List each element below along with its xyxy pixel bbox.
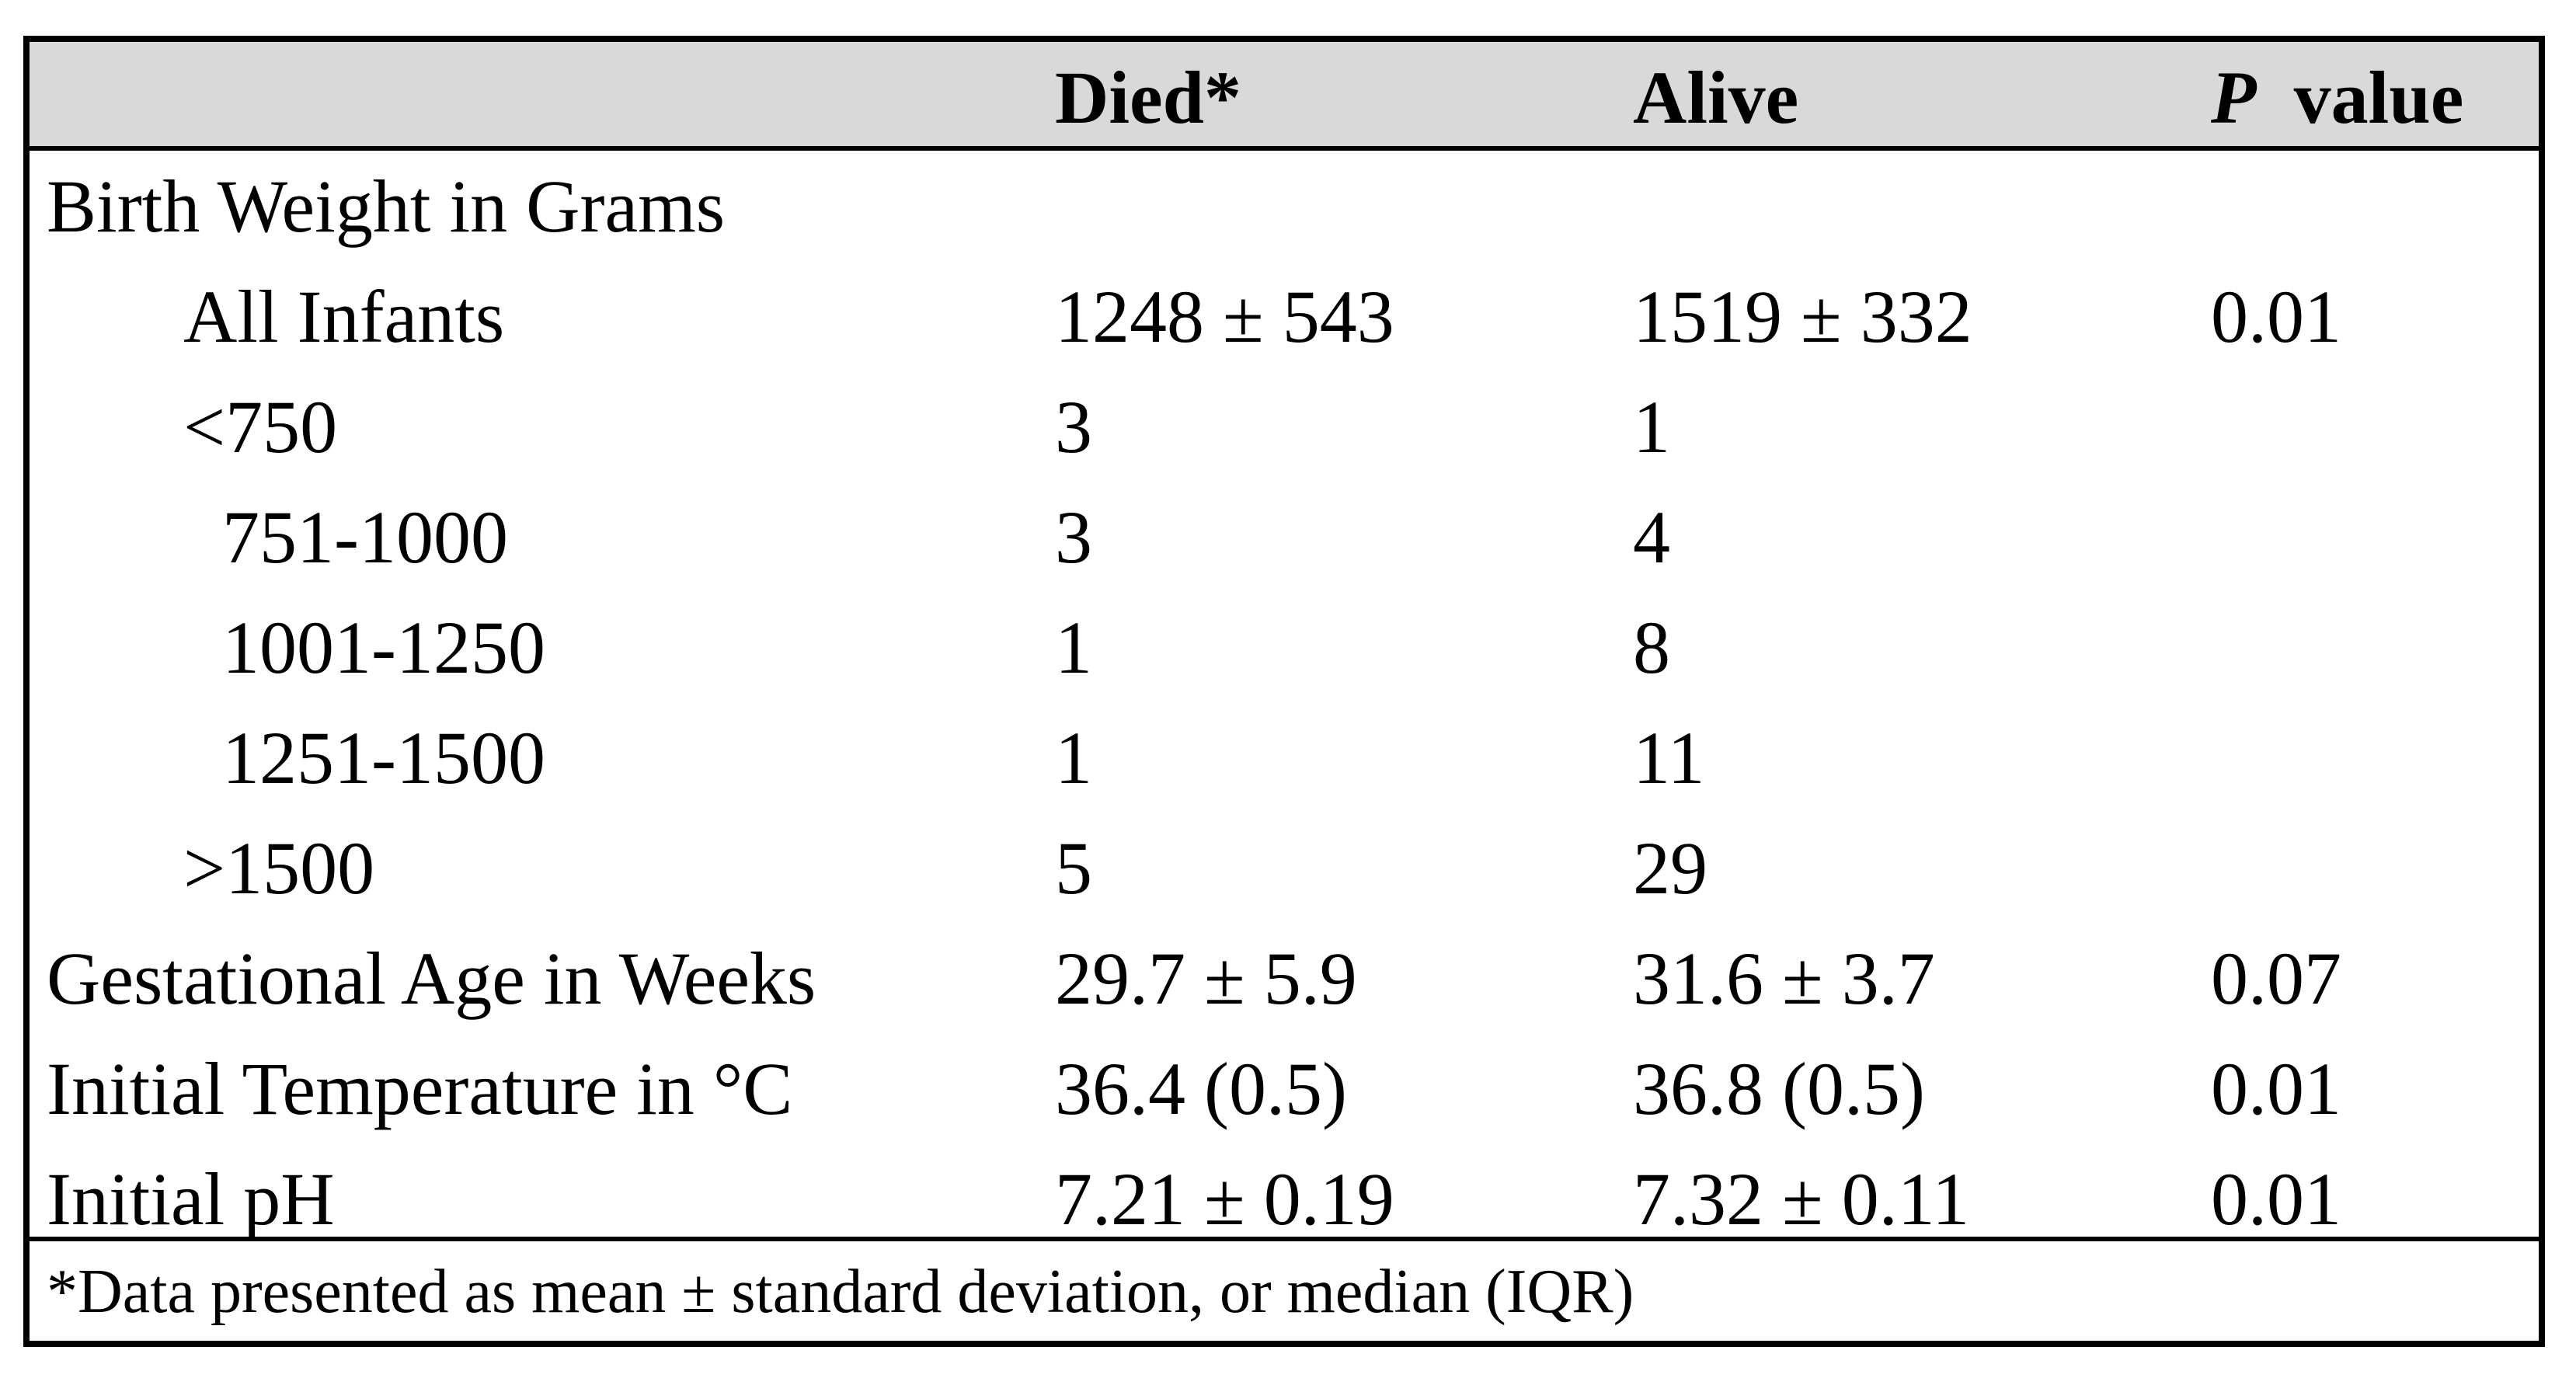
table-row: Gestational Age in Weeks 29.7 ± 5.9 31.6… bbox=[30, 923, 2539, 1033]
table-row: <750 3 1 bbox=[30, 371, 2539, 482]
row-alive-value: 4 bbox=[1633, 496, 1670, 579]
data-table: Died* Alive P value Birth Weight in Gram… bbox=[23, 36, 2545, 1347]
table-row: 751-1000 3 4 bbox=[30, 482, 2539, 592]
row-alive-value: 11 bbox=[1633, 716, 1705, 799]
row-p-value: 0.01 bbox=[2211, 275, 2341, 358]
row-died-value: 29.7 ± 5.9 bbox=[1055, 937, 1357, 1020]
row-label: Birth Weight in Grams bbox=[47, 165, 726, 248]
table-row: Initial Temperature in °C 36.4 (0.5) 36.… bbox=[30, 1033, 2539, 1143]
row-label: <750 bbox=[183, 385, 338, 468]
header-died: Died* bbox=[1055, 56, 1241, 139]
row-label: >1500 bbox=[183, 826, 375, 910]
row-alive-value: 29 bbox=[1633, 826, 1707, 910]
row-p-value: 0.01 bbox=[2211, 1157, 2341, 1241]
row-label: 1251-1500 bbox=[222, 716, 545, 799]
table-row: Birth Weight in Grams bbox=[30, 151, 2539, 261]
row-died-value: 1248 ± 543 bbox=[1055, 275, 1394, 358]
row-alive-value: 36.8 (0.5) bbox=[1633, 1047, 1925, 1130]
row-died-value: 3 bbox=[1055, 385, 1092, 468]
row-label: Gestational Age in Weeks bbox=[47, 937, 816, 1020]
header-p-value: P value bbox=[2211, 59, 2463, 137]
table-row: 1251-1500 1 11 bbox=[30, 702, 2539, 813]
row-label: 751-1000 bbox=[222, 496, 508, 579]
row-died-value: 3 bbox=[1055, 496, 1092, 579]
row-died-value: 36.4 (0.5) bbox=[1055, 1047, 1347, 1130]
row-alive-value: 7.32 ± 0.11 bbox=[1633, 1157, 1970, 1241]
row-alive-value: 8 bbox=[1633, 606, 1670, 689]
row-label: Initial Temperature in °C bbox=[47, 1047, 793, 1130]
row-label: 1001-1250 bbox=[222, 606, 545, 689]
header-alive: Alive bbox=[1633, 56, 1799, 139]
header-p-symbol: P bbox=[2211, 56, 2257, 139]
row-label: All Infants bbox=[183, 275, 505, 358]
table-row: 1001-1250 1 8 bbox=[30, 592, 2539, 702]
row-alive-value: 1 bbox=[1633, 385, 1670, 468]
row-alive-value: 1519 ± 332 bbox=[1633, 275, 1972, 358]
header-p-value-word: value bbox=[2293, 56, 2464, 139]
table-footnote: *Data presented as mean ± standard devia… bbox=[47, 1258, 1634, 1326]
row-died-value: 7.21 ± 0.19 bbox=[1055, 1157, 1394, 1241]
row-p-value: 0.07 bbox=[2211, 937, 2341, 1020]
row-label: Initial pH bbox=[47, 1157, 335, 1241]
row-died-value: 1 bbox=[1055, 716, 1092, 799]
row-alive-value: 31.6 ± 3.7 bbox=[1633, 937, 1935, 1020]
table-footnote-row: *Data presented as mean ± standard devia… bbox=[30, 1237, 2539, 1341]
row-died-value: 5 bbox=[1055, 826, 1092, 910]
table-row: All Infants 1248 ± 543 1519 ± 332 0.01 bbox=[30, 261, 2539, 371]
row-p-value: 0.01 bbox=[2211, 1047, 2341, 1130]
table-header-row: Died* Alive P value bbox=[30, 42, 2539, 151]
table-row: >1500 5 29 bbox=[30, 813, 2539, 923]
row-died-value: 1 bbox=[1055, 606, 1092, 689]
table-row: Initial pH 7.21 ± 0.19 7.32 ± 0.11 0.01 bbox=[30, 1143, 2539, 1254]
